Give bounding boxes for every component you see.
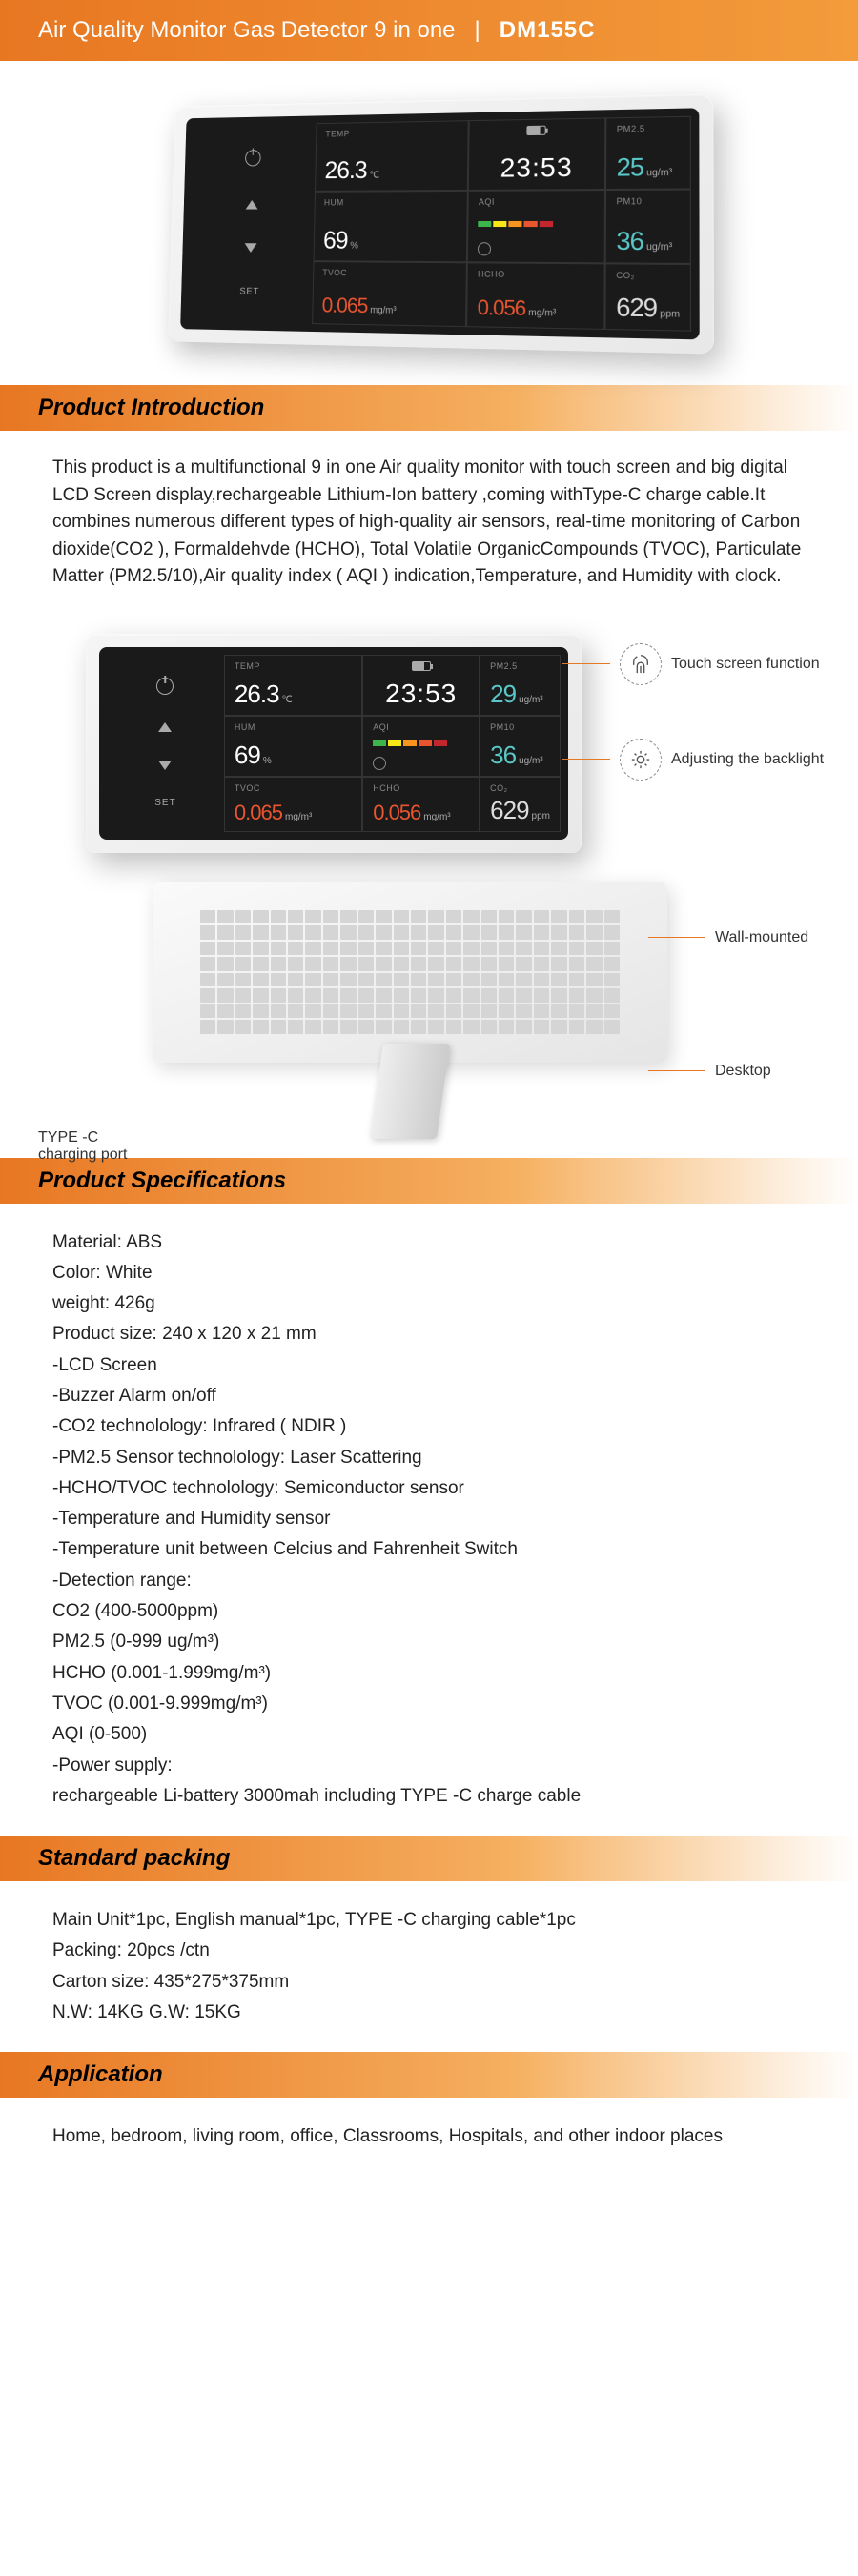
spec-heading: Product Specifications xyxy=(0,1158,858,1204)
spec-line: -HCHO/TVOC technolology: Semiconductor s… xyxy=(52,1473,806,1504)
face-icon xyxy=(478,242,491,255)
spec-line: -PM2.5 Sensor technolology: Laser Scatte… xyxy=(52,1443,806,1473)
time-cell: 23:53 xyxy=(468,117,605,191)
spec-line: -Temperature and Humidity sensor xyxy=(52,1504,806,1534)
temp-cell: TEMP 26.3℃ xyxy=(315,120,469,192)
spec-line: -LCD Screen xyxy=(52,1350,806,1381)
spec-line: -Detection range: xyxy=(52,1566,806,1596)
spec-line: TVOC (0.001-9.999mg/m³) xyxy=(52,1689,806,1719)
brightness-icon xyxy=(620,739,662,781)
model-code: DM155C xyxy=(500,17,596,44)
fingerprint-icon xyxy=(620,643,662,685)
pack-line: Packing: 20pcs /ctn xyxy=(52,1936,806,1966)
down-icon xyxy=(244,243,256,253)
spec-line: -Buzzer Alarm on/off xyxy=(52,1381,806,1411)
spec-line: AQI (0-500) xyxy=(52,1719,806,1750)
pack-heading: Standard packing xyxy=(0,1836,858,1881)
diagram-area: TEMP26.3℃ 23:53 PM2.529ug/m³ SET HUM69% … xyxy=(0,615,858,1158)
hcho-cell: HCHO 0.056mg/m³ xyxy=(466,262,604,330)
up-icon xyxy=(246,200,258,210)
spec-line: -Temperature unit between Celcius and Fa… xyxy=(52,1534,806,1565)
product-title: Air Quality Monitor Gas Detector 9 in on… xyxy=(38,17,456,44)
pm10-cell: PM10 36ug/m³ xyxy=(605,190,691,264)
app-text: Home, bedroom, living room, office, Clas… xyxy=(0,2098,858,2176)
spec-line: Color: White xyxy=(52,1258,806,1288)
control-column: SET xyxy=(188,123,317,324)
pack-line: N.W: 14KG G.W: 15KG xyxy=(52,1998,806,2028)
callout-touch: Touch screen function xyxy=(562,643,820,685)
aqi-cell: AQI xyxy=(467,191,605,264)
pack-list: Main Unit*1pc, English manual*1pc, TYPE … xyxy=(0,1881,858,2052)
device-front-view: TEMP26.3℃ 23:53 PM2.529ug/m³ SET HUM69% … xyxy=(86,634,582,853)
spec-line: -CO2 technolology: Infrared ( NDIR ) xyxy=(52,1411,806,1442)
aqi-bar xyxy=(479,221,595,227)
tvoc-cell: TVOC 0.065mg/m³ xyxy=(312,261,467,327)
spec-line: Product size: 240 x 120 x 21 mm xyxy=(52,1319,806,1349)
hero-image-area: TEMP 26.3℃ 23:53 PM2.5 25ug/m³ SET xyxy=(0,61,858,385)
spec-line: CO2 (400-5000ppm) xyxy=(52,1596,806,1627)
intro-heading: Product Introduction xyxy=(0,385,858,431)
co2-cell: CO₂ 629ppm xyxy=(605,263,691,331)
callout-wall: Wall-mounted xyxy=(648,929,808,946)
separator: | xyxy=(475,17,480,44)
header-banner: Air Quality Monitor Gas Detector 9 in on… xyxy=(0,0,858,61)
callout-desktop: Desktop xyxy=(648,1063,771,1080)
kickstand xyxy=(370,1044,450,1139)
app-heading: Application xyxy=(0,2052,858,2098)
hum-cell: HUM 69% xyxy=(313,191,468,262)
spec-line: PM2.5 (0-999 ug/m³) xyxy=(52,1627,806,1657)
spec-line: HCHO (0.001-1.999mg/m³) xyxy=(52,1658,806,1689)
spec-line: -Power supply: xyxy=(52,1751,806,1781)
pm25-cell: PM2.5 25ug/m³ xyxy=(605,116,691,191)
callout-backlight: Adjusting the backlight xyxy=(562,739,824,781)
device-back-view xyxy=(153,882,667,1110)
spec-line: Material: ABS xyxy=(52,1227,806,1258)
set-label: SET xyxy=(239,286,259,296)
pack-line: Main Unit*1pc, English manual*1pc, TYPE … xyxy=(52,1905,806,1936)
spec-list: Material: ABSColor: Whiteweight: 426gPro… xyxy=(0,1204,858,1836)
device-angled-view: TEMP 26.3℃ 23:53 PM2.5 25ug/m³ SET xyxy=(168,94,714,355)
callout-port: TYPE -C charging port xyxy=(38,1129,127,1164)
power-icon xyxy=(245,150,261,166)
intro-paragraph: This product is a multifunctional 9 in o… xyxy=(0,431,858,615)
pack-line: Carton size: 435*275*375mm xyxy=(52,1967,806,1998)
spec-line: rechargeable Li-battery 3000mah includin… xyxy=(52,1781,806,1812)
spec-line: weight: 426g xyxy=(52,1288,806,1319)
